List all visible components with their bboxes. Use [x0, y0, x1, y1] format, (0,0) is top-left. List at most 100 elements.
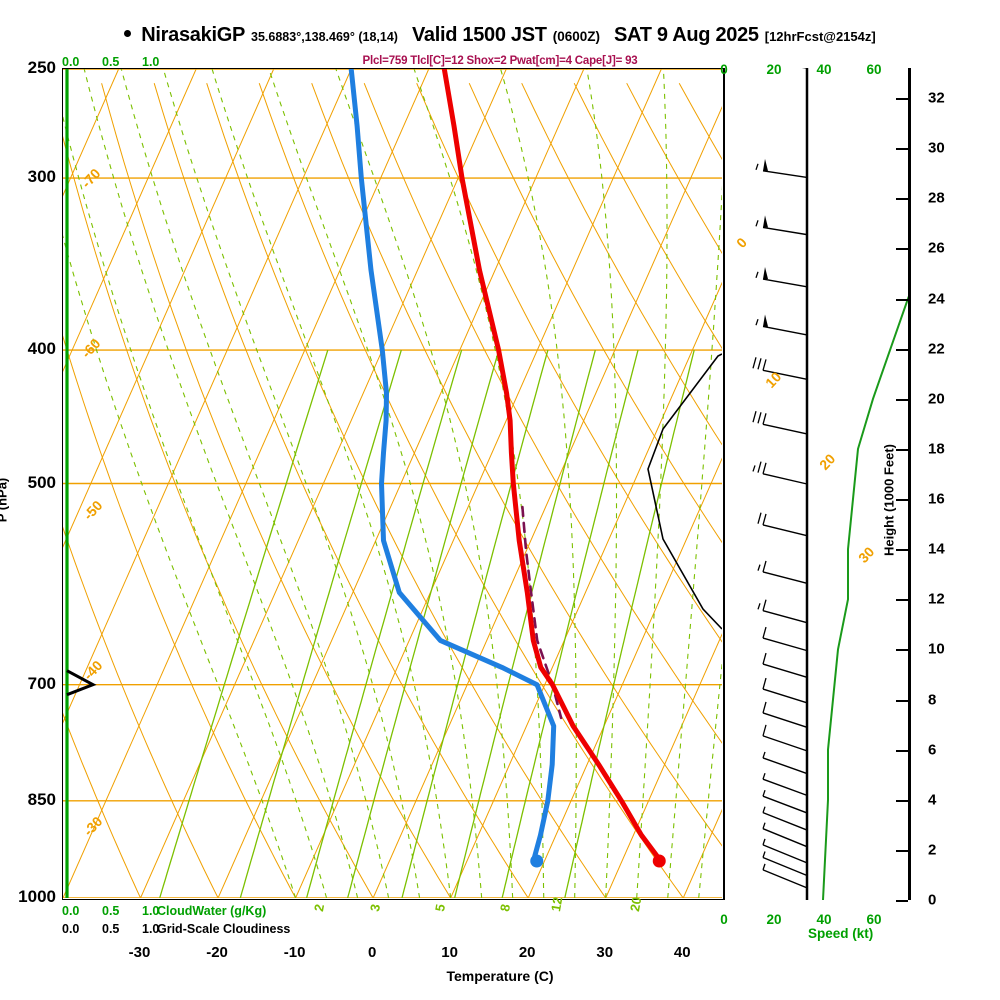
dry-adiabat-20 [153, 83, 529, 898]
isotherm--40 [63, 69, 430, 898]
height-tick-16 [896, 499, 908, 502]
bottom-cloudwater-scale-label: CloudWater (g/Kg) [157, 904, 267, 918]
temperature-tick-10: 10 [441, 944, 458, 961]
pressure-tick-700: 700 [27, 673, 56, 693]
height-tick-label-10: 10 [928, 640, 945, 658]
wind-barb [762, 751, 808, 775]
moist-adiabat-34 [636, 69, 668, 898]
wind-barb [757, 560, 808, 585]
speed-axis-label: Speed (kt) [808, 926, 874, 941]
height-tick-0 [896, 900, 908, 902]
dry-adiabat-10 [101, 83, 452, 898]
temperature-axis-label: Temperature (C) [446, 968, 554, 984]
wind-barb [762, 851, 808, 877]
pressure-tick-250: 250 [27, 58, 56, 77]
mixing-ratio-1 [239, 349, 402, 898]
grid-cloudiness-trace [66, 669, 97, 697]
top-cloudwater-scale-value: 1.0 [142, 55, 160, 69]
mixing-ratio-3 [346, 349, 500, 898]
isotherm--20 [217, 69, 585, 898]
station-name: NirasakiGP [141, 24, 246, 46]
wind-barb [755, 215, 808, 236]
temperature-tick-30: 30 [596, 944, 614, 961]
moist-adiabat-38 [667, 184, 722, 898]
moist-adiabat--2 [83, 69, 359, 898]
speed-tick-label-40: 40 [816, 62, 832, 77]
speed-tick-label-60: 60 [866, 912, 882, 927]
wind-barb [752, 411, 808, 435]
dry-adiabat--30 [63, 712, 141, 898]
skewt-chart [62, 68, 724, 900]
wind-barb [755, 267, 808, 288]
temperature-tick--30: -30 [128, 944, 151, 961]
moist-adiabat-18 [335, 69, 514, 898]
wind-barb [762, 863, 808, 889]
dry-adiabat-120 [678, 82, 722, 160]
moist-adiabat--6 [63, 115, 328, 898]
bottom-cloudiness-scale-value: 1.0 [142, 922, 160, 936]
height-tick-label-4: 4 [928, 791, 937, 809]
height-axis-line [908, 68, 911, 900]
valid-time-zulu: (0600Z) [552, 29, 600, 44]
height-tick-label-24: 24 [928, 290, 945, 308]
height-axis-label: Height (1000 Feet) [881, 444, 897, 556]
surface-temperature-dot [652, 854, 666, 868]
cloud-envelope-line [647, 353, 722, 630]
dry-adiabat-30 [206, 83, 607, 898]
temperature-tick-0: 0 [367, 944, 377, 961]
pressure-tick-400: 400 [27, 339, 56, 359]
wind-barb [762, 789, 808, 814]
mixing-ratio-8 [453, 349, 596, 898]
height-tick-label-6: 6 [928, 741, 937, 759]
wind-barb [752, 357, 808, 381]
height-tick-label-30: 30 [928, 139, 945, 157]
height-tick-4 [896, 799, 908, 802]
top-cloudwater-scale-value: 0.5 [102, 55, 120, 69]
mixing-ratio-label-2: 2 [311, 902, 328, 913]
dry-adiabat-80 [468, 82, 722, 544]
wind-barb [762, 838, 808, 864]
dry-adiabat-90 [521, 82, 722, 446]
wind-barb [762, 626, 808, 652]
isotherm-0 [372, 105, 722, 898]
dry-adiabat--10 [63, 335, 297, 898]
moist-adiabat-6 [162, 69, 421, 898]
speed-tick-label-20: 20 [766, 912, 782, 927]
wind-barb [762, 677, 808, 704]
speed-tick-label-60: 60 [866, 62, 882, 77]
wind-barb [757, 599, 808, 624]
moist-adiabat-14 [268, 69, 483, 898]
height-tick-label-26: 26 [928, 239, 945, 257]
bottom-cloudwater-scale-value: 1.0 [142, 904, 160, 918]
temperature-tick--20: -20 [206, 944, 228, 961]
pressure-tick-300: 300 [27, 167, 56, 187]
height-tick-22 [896, 348, 908, 351]
temperature-tick-20: 20 [518, 944, 536, 961]
mixing-ratio-label-5: 5 [432, 902, 449, 913]
mixing-ratio-label-12: 12 [548, 895, 566, 913]
wind-barb [762, 806, 808, 831]
height-tick-label-0: 0 [928, 891, 937, 909]
height-tick-label-22: 22 [928, 340, 945, 358]
profile-temperature [441, 69, 661, 861]
wind-barb [752, 461, 808, 485]
station-coordinates: 35.6883°,138.469° (18,14) [251, 30, 398, 44]
profile-parcel [521, 505, 563, 720]
height-tick-label-16: 16 [928, 490, 945, 508]
pressure-axis-label: P (hPa) [0, 477, 10, 523]
height-tick-label-20: 20 [928, 390, 945, 408]
moist-adiabat-42 [698, 659, 722, 898]
height-tick-label-14: 14 [928, 540, 945, 558]
forecast-tag: [12hrFcst@2154z] [764, 29, 876, 44]
isotherm--60 [63, 69, 275, 548]
bottom-cloudiness-scale-value: 0.5 [102, 922, 120, 936]
speed-tick-label-20: 20 [766, 62, 782, 77]
height-tick-18 [896, 448, 908, 451]
wind-barb [762, 701, 808, 729]
dry-adiabat-100 [573, 82, 722, 350]
height-tick-12 [896, 599, 908, 602]
isotherm--50 [63, 69, 352, 724]
profile-dewpoint [348, 69, 557, 861]
dry-adiabat-70 [416, 83, 722, 643]
wind-barb [762, 652, 808, 678]
